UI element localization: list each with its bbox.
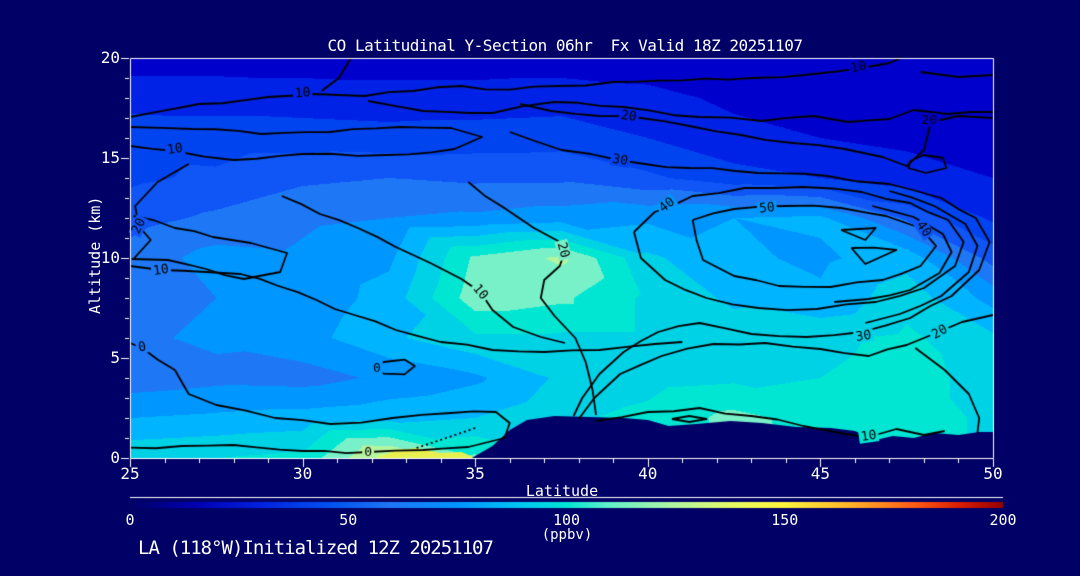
x-tick-label: 30 (292, 464, 313, 483)
x-tick-label: 35 (465, 464, 485, 483)
colorbar-tick-label: 100 (552, 511, 581, 529)
y-tick-label: 15 (100, 148, 120, 167)
x-tick-label: 45 (810, 464, 831, 483)
x-tick-label: 50 (983, 464, 1003, 483)
colorbar-tick-label: 0 (125, 511, 135, 529)
plot-title: CO Latitudinal Y-Section 06hr Fx Valid 1… (327, 36, 803, 55)
y-tick-label: 20 (100, 48, 120, 67)
init-info-text: LA (118°W)Initialized 12Z 20251107 (138, 537, 494, 559)
colorbar-tick-label: 200 (989, 511, 1017, 529)
y-tick-label: 0 (110, 448, 120, 467)
x-axis-label: Latitude (525, 482, 599, 500)
x-tick-label: 25 (120, 464, 140, 483)
colorbar-tick-label: 150 (771, 511, 799, 529)
y-tick-label: 10 (100, 248, 120, 267)
colorbar-units-label: (ppbv) (541, 527, 593, 543)
colorbar-tick-label: 50 (339, 511, 358, 529)
y-tick-label: 5 (110, 348, 120, 367)
x-tick-label: 40 (638, 464, 658, 483)
